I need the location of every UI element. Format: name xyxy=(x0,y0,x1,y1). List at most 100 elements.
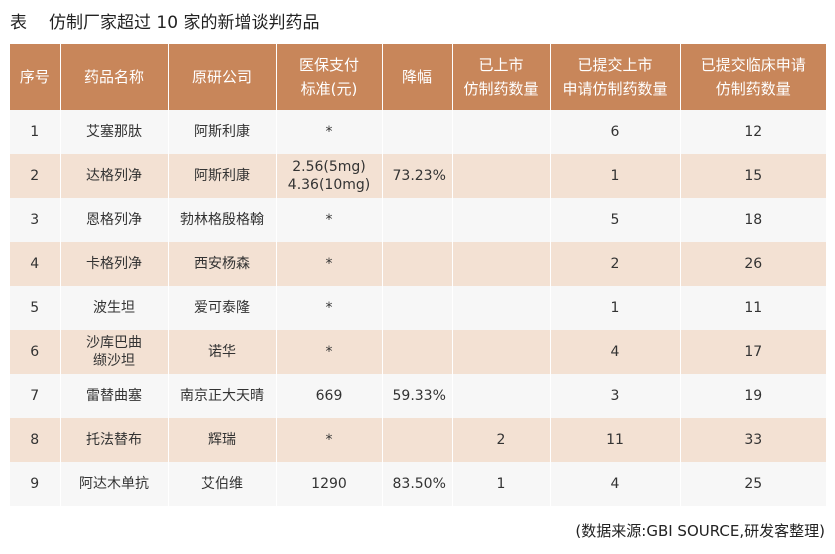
drug-name: 沙库巴曲 xyxy=(86,335,142,351)
payment-standard-cell: * xyxy=(276,242,383,286)
price-reduction-cell: 59.33% xyxy=(382,374,453,418)
marketed-generics-count-cell xyxy=(452,286,551,330)
row-number: 9 xyxy=(30,476,40,492)
payment-standard-cell: 2.56(5mg) 4.36(10mg) xyxy=(276,154,383,198)
submitted-clinical-count: 19 xyxy=(744,388,763,404)
marketed-generics-count-cell xyxy=(452,198,551,242)
header-cell: 序号 xyxy=(10,44,61,110)
originator-company-cell: 阿斯利康 xyxy=(168,110,277,154)
drug-name: 雷替曲塞 xyxy=(86,388,142,404)
table-row: 6 沙库巴曲 缬沙坦 诺华 * 4 17 xyxy=(10,330,826,374)
header-cell: 药品名称 xyxy=(60,44,169,110)
marketed-generics-count: 2 xyxy=(496,432,506,448)
row-number: 8 xyxy=(30,432,40,448)
marketed-generics-count-cell: 2 xyxy=(452,418,551,462)
payment-standard-cell: * xyxy=(276,198,383,242)
originator-company-cell: 南京正大天晴 xyxy=(168,374,277,418)
originator-company: 阿斯利康 xyxy=(194,168,250,184)
originator-company-cell: 艾伯维 xyxy=(168,462,277,506)
marketed-generics-count-cell xyxy=(452,330,551,374)
header-text: 仿制药数量 xyxy=(463,80,539,98)
submitted-clinical-count: 33 xyxy=(744,432,763,448)
source-note: (数据来源:GBI SOURCE,研发客整理) xyxy=(575,522,825,540)
payment-standard-cell: * xyxy=(276,110,383,154)
payment-standard: * xyxy=(325,344,333,360)
header-text: 标准(元) xyxy=(300,80,358,98)
row-number-cell: 5 xyxy=(10,286,61,330)
payment-standard: * xyxy=(325,256,333,272)
row-number: 6 xyxy=(30,344,40,360)
header-text: 药品名称 xyxy=(83,68,144,86)
submitted-marketing-count-cell: 4 xyxy=(550,462,681,506)
row-number-cell: 8 xyxy=(10,418,61,462)
originator-company-cell: 诺华 xyxy=(168,330,277,374)
submitted-clinical-count: 17 xyxy=(744,344,763,360)
header-text: 已上市 xyxy=(478,56,524,74)
price-reduction-cell xyxy=(382,198,453,242)
submitted-marketing-count-cell: 3 xyxy=(550,374,681,418)
table-row: 7 雷替曲塞 南京正大天晴 669 59.33% 3 19 xyxy=(10,374,826,418)
price-reduction-cell xyxy=(382,418,453,462)
originator-company: 诺华 xyxy=(208,344,236,360)
marketed-generics-count-cell xyxy=(452,110,551,154)
row-number-cell: 6 xyxy=(10,330,61,374)
drug-name-cell: 沙库巴曲 缬沙坦 xyxy=(60,330,169,374)
submitted-clinical-count-cell: 18 xyxy=(680,198,826,242)
header-cell: 降幅 xyxy=(382,44,453,110)
price-reduction-cell xyxy=(382,110,453,154)
row-number-cell: 7 xyxy=(10,374,61,418)
payment-standard: * xyxy=(325,212,333,228)
row-number: 5 xyxy=(30,300,40,316)
table-row: 4 卡格列净 西安杨森 * 2 26 xyxy=(10,242,826,286)
submitted-clinical-count: 12 xyxy=(744,124,763,140)
submitted-clinical-count-cell: 11 xyxy=(680,286,826,330)
table-label: 表 xyxy=(10,13,27,33)
header-cell: 已提交临床申请 仿制药数量 xyxy=(680,44,826,110)
originator-company: 爱可泰隆 xyxy=(194,300,250,316)
price-reduction-cell: 73.23% xyxy=(382,154,453,198)
price-reduction: 59.33% xyxy=(392,388,446,404)
submitted-marketing-count: 6 xyxy=(610,124,620,140)
marketed-generics-count-cell xyxy=(452,154,551,198)
submitted-marketing-count-cell: 1 xyxy=(550,154,681,198)
submitted-clinical-count: 15 xyxy=(744,168,763,184)
payment-standard-cell: * xyxy=(276,418,383,462)
marketed-generics-count: 1 xyxy=(496,476,506,492)
submitted-clinical-count-cell: 19 xyxy=(680,374,826,418)
submitted-clinical-count: 18 xyxy=(744,212,763,228)
marketed-generics-count-cell xyxy=(452,374,551,418)
submitted-marketing-count-cell: 11 xyxy=(550,418,681,462)
submitted-marketing-count-cell: 1 xyxy=(550,286,681,330)
table-row: 1 艾塞那肽 阿斯利康 * 6 12 xyxy=(10,110,826,154)
payment-standard-cell: * xyxy=(276,330,383,374)
drug-name: 缬沙坦 xyxy=(93,353,135,369)
drug-name-cell: 恩格列净 xyxy=(60,198,169,242)
payment-standard: 4.36(10mg) xyxy=(287,177,371,193)
payment-standard: 669 xyxy=(315,388,343,404)
row-number: 2 xyxy=(30,168,40,184)
originator-company-cell: 阿斯利康 xyxy=(168,154,277,198)
drug-name-cell: 艾塞那肽 xyxy=(60,110,169,154)
row-number-cell: 2 xyxy=(10,154,61,198)
header-cell: 原研公司 xyxy=(168,44,277,110)
payment-standard: * xyxy=(325,124,333,140)
row-number-cell: 1 xyxy=(10,110,61,154)
header-text: 申请仿制药数量 xyxy=(562,80,668,98)
submitted-clinical-count: 25 xyxy=(744,476,763,492)
submitted-clinical-count: 11 xyxy=(744,300,763,316)
originator-company-cell: 勃林格殷格翰 xyxy=(168,198,277,242)
drug-name-cell: 雷替曲塞 xyxy=(60,374,169,418)
originator-company: 阿斯利康 xyxy=(194,124,250,140)
originator-company-cell: 爱可泰隆 xyxy=(168,286,277,330)
row-number-cell: 9 xyxy=(10,462,61,506)
payment-standard: * xyxy=(325,300,333,316)
submitted-marketing-count: 3 xyxy=(610,388,620,404)
header-cell: 医保支付 标准(元) xyxy=(276,44,383,110)
payment-standard: * xyxy=(325,432,333,448)
table-body: 1 艾塞那肽 阿斯利康 * 6 12 2 达格列净 阿斯利康 2.56(5mg) 4.36(10mg… xyxy=(10,110,826,506)
header-text: 已提交上市 xyxy=(577,56,653,74)
table-row: 2 达格列净 阿斯利康 2.56(5mg) 4.36(10mg) 73.23% 1 15 xyxy=(10,154,826,198)
row-number: 7 xyxy=(30,388,40,404)
header-text: 仿制药数量 xyxy=(715,80,791,98)
submitted-marketing-count-cell: 5 xyxy=(550,198,681,242)
